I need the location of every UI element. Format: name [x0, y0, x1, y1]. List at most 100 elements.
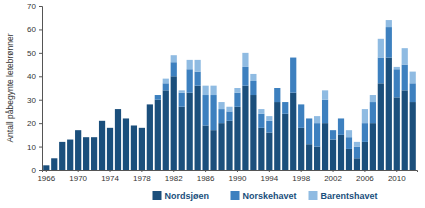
x-tick-label: 1994 — [260, 174, 278, 183]
bar — [234, 93, 240, 107]
bar — [346, 130, 352, 137]
bar — [330, 130, 336, 139]
y-tick-mark — [39, 29, 42, 30]
x-tick: 1994 — [260, 170, 278, 183]
plot: 0102030405060701966197019741978198219861… — [27, 2, 417, 183]
y-tick-label: 10 — [27, 143, 36, 152]
bar — [187, 69, 193, 92]
bar — [338, 118, 344, 134]
bar — [210, 130, 216, 170]
bar — [338, 135, 344, 170]
bar — [306, 118, 312, 119]
bar — [322, 123, 328, 170]
bar — [218, 102, 224, 109]
x-tick-mark — [301, 170, 302, 172]
x-tick-label: 2002 — [324, 174, 342, 183]
bar — [202, 95, 208, 125]
bar — [51, 158, 57, 159]
bar — [202, 125, 208, 170]
bar — [59, 142, 65, 170]
bar — [242, 53, 248, 67]
x-tick-mark — [173, 170, 174, 172]
bar — [155, 100, 161, 170]
bar — [378, 58, 384, 84]
legend-item: Norskehavet — [231, 191, 297, 201]
x-tick-mark — [205, 170, 206, 172]
x-tick: 2002 — [324, 170, 342, 183]
bar — [226, 111, 232, 120]
bar — [362, 142, 368, 170]
y-tick-mark — [39, 123, 42, 124]
bar — [91, 137, 97, 138]
x-tick-mark — [78, 170, 79, 172]
bar — [266, 116, 272, 121]
bar — [187, 60, 193, 69]
x-tick-label: 2010 — [388, 174, 406, 183]
bar — [139, 127, 145, 128]
bar — [386, 20, 392, 27]
bar — [75, 130, 81, 170]
y-tick-mark — [39, 147, 42, 148]
bar — [179, 107, 185, 170]
bar — [258, 114, 264, 128]
legend-label: Nordsjøen — [165, 191, 210, 201]
legend-label: Barentshavet — [321, 191, 378, 201]
bar — [123, 118, 129, 119]
x-tick-label: 1982 — [165, 174, 183, 183]
y-tick-label: 60 — [27, 25, 36, 34]
legend-swatch — [309, 191, 318, 200]
y-tick-mark — [39, 170, 42, 171]
bar — [171, 55, 177, 62]
bar — [402, 90, 408, 170]
y-tick-mark — [39, 76, 42, 77]
bar — [195, 86, 201, 170]
bar — [155, 95, 161, 100]
bar — [67, 140, 73, 170]
bar — [218, 109, 224, 123]
y-tick-mark — [39, 100, 42, 101]
bar — [410, 83, 416, 102]
bar — [378, 83, 384, 170]
bar — [179, 93, 185, 107]
y-tick: 70 — [27, 2, 42, 11]
bar — [131, 125, 137, 170]
bar — [370, 123, 376, 170]
legend-item: Barentshavet — [309, 191, 378, 201]
bar — [83, 137, 89, 138]
x-tick: 1986 — [197, 170, 215, 183]
bar — [43, 165, 49, 166]
bar — [258, 109, 264, 114]
y-tick-label: 30 — [27, 96, 36, 105]
legend-swatch — [153, 191, 162, 200]
bar — [139, 127, 145, 128]
bar — [274, 88, 280, 89]
bar — [171, 76, 177, 170]
bar — [290, 93, 296, 170]
y-axis-title: Antall påbegynte letebrønner — [5, 33, 15, 142]
bar — [163, 90, 169, 170]
bar — [354, 142, 360, 147]
y-tick-label: 70 — [27, 2, 36, 11]
bar — [362, 109, 368, 123]
y-tick-label: 20 — [27, 119, 36, 128]
bar — [195, 60, 201, 72]
bar — [386, 58, 392, 170]
bar — [147, 104, 153, 105]
bar — [330, 130, 336, 131]
y-tick: 20 — [27, 119, 42, 128]
bar — [258, 128, 264, 170]
bar — [131, 125, 137, 126]
bar — [123, 118, 129, 119]
bar — [354, 147, 360, 159]
bar — [171, 62, 177, 76]
bar — [290, 57, 296, 58]
bar — [274, 88, 280, 102]
bar — [51, 158, 57, 159]
x-tick-label: 1978 — [133, 174, 151, 183]
x-tick: 1970 — [69, 170, 87, 183]
y-axis: 010203040506070 — [27, 2, 42, 175]
bar — [43, 165, 49, 166]
bar — [226, 121, 232, 170]
series-bars — [155, 27, 416, 158]
bar — [210, 95, 216, 130]
